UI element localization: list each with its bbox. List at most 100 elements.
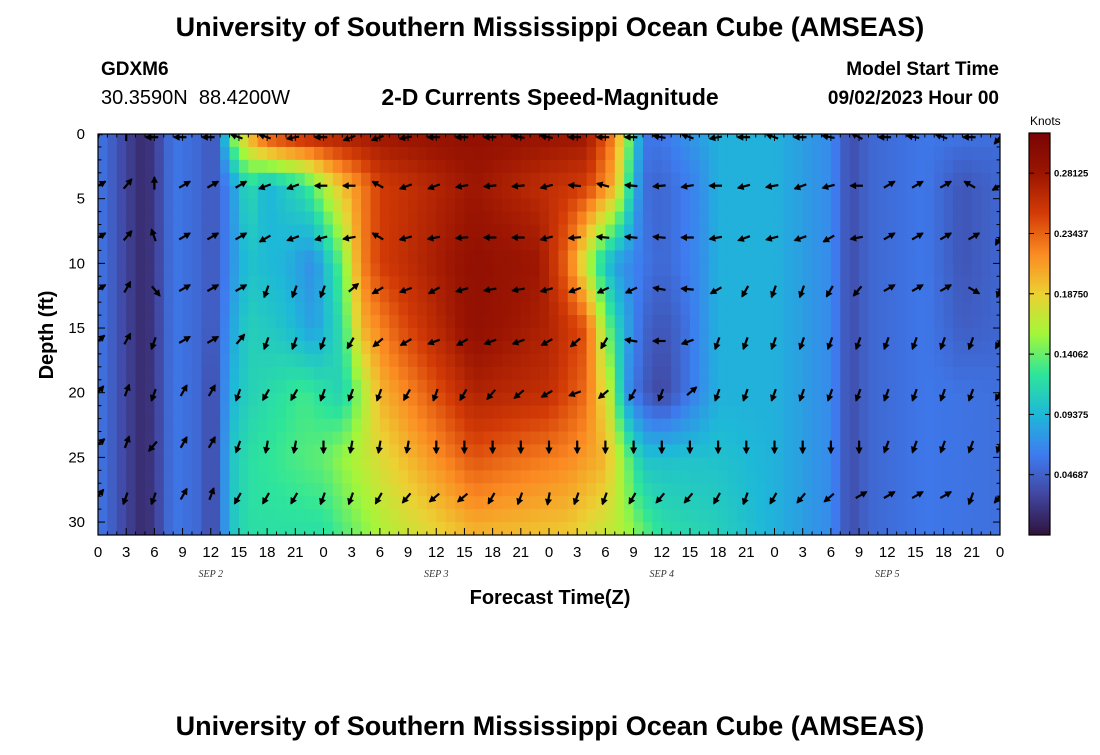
heatmap-cell (483, 146, 494, 161)
heatmap-cell (520, 483, 531, 497)
heatmap-cell (924, 134, 935, 148)
heatmap-cell (436, 328, 447, 342)
current-vector (939, 180, 952, 189)
heatmap-cell (135, 237, 146, 252)
heatmap-cell (830, 198, 841, 213)
heatmap-cell (605, 172, 616, 187)
heatmap-cell (652, 457, 663, 471)
x-tick-label: 15 (456, 544, 473, 561)
heatmap-cell (210, 289, 221, 303)
heatmap-cell (229, 315, 240, 329)
heatmap-cell (323, 392, 334, 407)
heatmap-cell (830, 211, 841, 226)
heatmap-cell (342, 444, 353, 458)
heatmap-cell (549, 457, 559, 471)
heatmap-cell (558, 289, 569, 303)
heatmap-cell (173, 315, 184, 329)
heatmap-cell (934, 250, 945, 264)
heatmap-cell (727, 405, 738, 420)
heatmap-cell (614, 198, 625, 213)
heatmap-cell (502, 289, 513, 303)
heatmap-cell (116, 276, 127, 290)
heatmap-cell (248, 328, 259, 342)
heatmap-cell (699, 496, 710, 510)
heatmap-cell (539, 250, 550, 264)
heatmap-cell (567, 250, 578, 264)
heatmap-cell (567, 405, 578, 420)
heatmap-cell (210, 198, 221, 213)
heatmap-cell (558, 328, 569, 342)
heatmap-cell (887, 146, 898, 161)
current-vector (201, 134, 215, 141)
heatmap-cell (445, 392, 456, 407)
heatmap-cell (652, 366, 663, 381)
heatmap-cell (332, 159, 343, 174)
heatmap-cell (877, 340, 888, 355)
heatmap-cell (830, 185, 841, 200)
heatmap-cell (661, 185, 672, 200)
heatmap-cell (774, 418, 785, 433)
heatmap-cell (718, 224, 729, 239)
heatmap-cell (304, 146, 315, 161)
heatmap-cell (351, 392, 362, 407)
heatmap-cell (699, 353, 710, 368)
heatmap-cell (783, 263, 794, 277)
heatmap-cell (661, 496, 672, 510)
heatmap-cell (445, 198, 456, 213)
heatmap-cell (492, 496, 503, 510)
heatmap-cell (830, 444, 841, 458)
heatmap-cell (163, 405, 174, 420)
heatmap-cell (671, 457, 682, 471)
heatmap-cell (379, 392, 390, 407)
heatmap-cell (426, 315, 437, 329)
heatmap-cell (614, 353, 625, 368)
heatmap-cell (558, 134, 569, 148)
current-vector (489, 440, 497, 455)
heatmap-cell (577, 418, 588, 433)
heatmap-cell (774, 483, 785, 497)
heatmap-cell (511, 276, 522, 290)
heatmap-cell (821, 250, 832, 264)
heatmap-cell (906, 237, 917, 252)
heatmap-cell (483, 379, 494, 394)
heatmap-cell (849, 237, 860, 252)
heatmap-cell (220, 302, 231, 316)
heatmap-cell (389, 418, 400, 433)
heatmap-cell (661, 224, 672, 239)
heatmap-cell (191, 340, 202, 355)
current-vector (208, 487, 216, 501)
heatmap-cell (436, 159, 447, 174)
heatmap-cell (708, 470, 719, 484)
heatmap-cell (285, 353, 296, 368)
heatmap-cell (971, 522, 982, 535)
heatmap-cell (830, 146, 841, 161)
heatmap-cell (962, 496, 973, 510)
heatmap-cell (830, 522, 841, 535)
heatmap-cell (182, 457, 193, 471)
heatmap-cell (492, 224, 503, 239)
heatmap-cell (614, 250, 625, 264)
heatmap-cell (257, 328, 268, 342)
heatmap-cell (530, 250, 541, 264)
heatmap-cell (953, 431, 964, 446)
heatmap-cell (689, 353, 700, 368)
current-vector (98, 180, 107, 188)
heatmap-cell (229, 237, 240, 252)
x-tick-label: 9 (404, 544, 412, 561)
heatmap-cell (859, 340, 870, 355)
heatmap-cell (671, 263, 682, 277)
heatmap-cell (981, 250, 992, 264)
heatmap-cell (915, 250, 926, 264)
heatmap-cell (652, 483, 663, 497)
heatmap-cell (567, 483, 578, 497)
heatmap-cell (586, 289, 597, 303)
heatmap-cell (238, 496, 249, 510)
heatmap-cell (530, 134, 541, 148)
x-tick-label: 9 (178, 544, 186, 561)
heatmap-cell (257, 159, 268, 174)
current-vector (347, 388, 355, 402)
heatmap-cell (642, 134, 653, 148)
heatmap-cell (267, 224, 278, 239)
heatmap-cell (549, 224, 559, 239)
heatmap-cell (436, 522, 447, 535)
